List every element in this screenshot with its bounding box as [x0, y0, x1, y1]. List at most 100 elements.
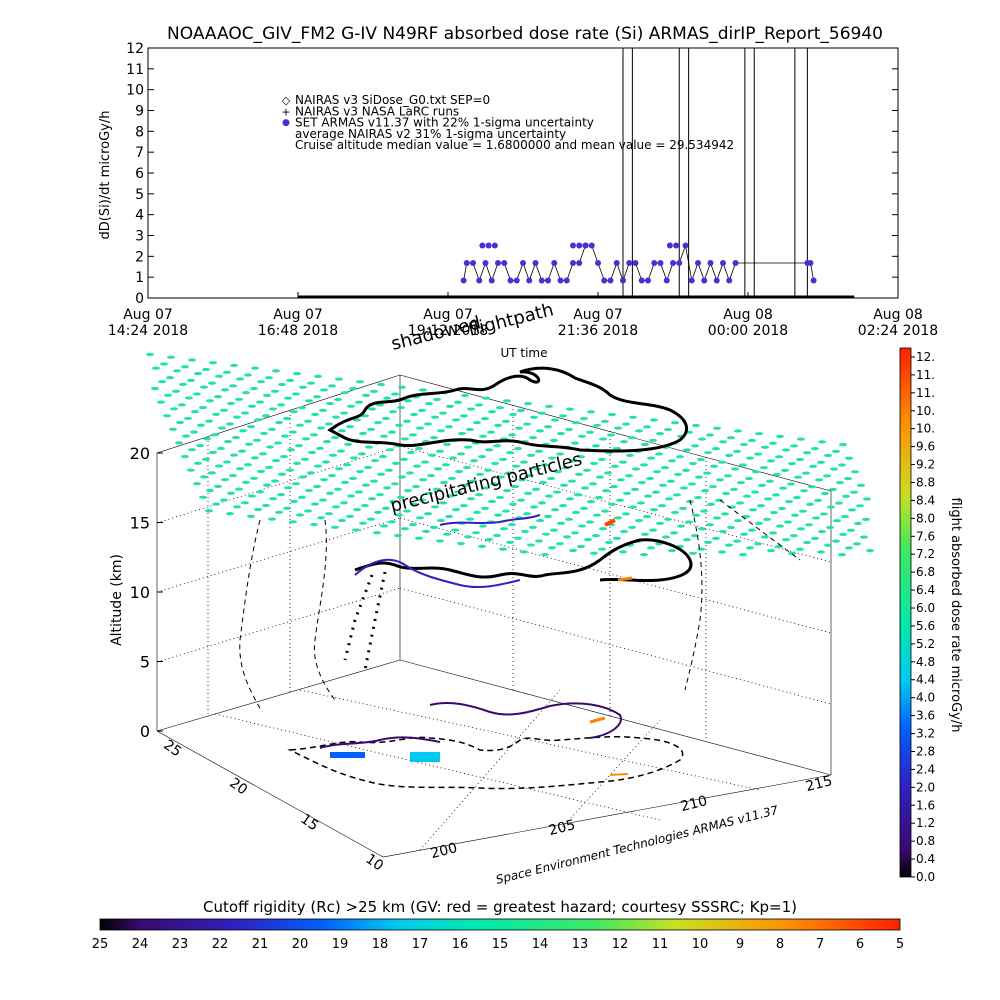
particle-mark [598, 457, 606, 462]
particle-mark [533, 467, 541, 471]
particle-mark [680, 486, 688, 490]
particle-mark [278, 472, 286, 476]
particle-mark [796, 547, 804, 551]
particle-mark [266, 445, 274, 449]
particle-mark [851, 470, 859, 474]
armas-point [670, 260, 676, 266]
particle-mark [358, 452, 366, 456]
rigidity-colorbar-ticks: 25 24 23 22 21 20 19 18 17 16 15 14 13 12 11 10 9 8 7 6 5 [92, 937, 904, 952]
particle-mark [832, 539, 840, 543]
dose-colorbar-tick-label: 12. [916, 350, 935, 364]
particle-mark [809, 464, 817, 468]
particle-mark [346, 425, 354, 429]
altitude-tick-label: 20 [130, 444, 150, 463]
particle-mark [392, 461, 400, 465]
particle-mark [424, 422, 432, 426]
particle-mark [397, 495, 405, 499]
particle-mark [338, 429, 346, 433]
armas-point [501, 260, 508, 266]
particle-mark [236, 377, 244, 381]
particle-mark [617, 478, 625, 482]
particle-mark [409, 433, 417, 437]
particle-mark [209, 450, 217, 455]
flight-path-ground [287, 735, 684, 790]
particle-mark [398, 475, 406, 479]
particle-mark [605, 540, 613, 544]
particle-mark [334, 397, 342, 402]
particle-mark [664, 517, 672, 521]
particle-mark [194, 461, 202, 465]
particle-mark [844, 476, 852, 481]
particle-mark [454, 400, 462, 404]
particle-mark [820, 512, 828, 516]
particle-mark [388, 430, 396, 434]
particle-mark [803, 451, 811, 455]
particle-mark [262, 503, 270, 508]
particle-mark [691, 534, 699, 538]
particle-mark [712, 447, 720, 451]
particle-mark [574, 493, 582, 497]
particle-mark [298, 495, 306, 499]
particle-mark [748, 438, 756, 443]
particle-mark [296, 423, 304, 427]
particle-mark [683, 448, 691, 452]
particle-mark [248, 494, 256, 498]
particle-mark [532, 487, 540, 491]
particle-mark [395, 513, 403, 517]
particle-mark [271, 389, 279, 393]
particle-mark [445, 514, 453, 519]
particle-mark [325, 512, 333, 516]
dose-colorbar-tick-label: 3.6 [916, 709, 935, 723]
particle-mark [652, 490, 660, 494]
particle-mark [424, 512, 432, 516]
particle-mark [790, 444, 798, 448]
particle-mark [220, 408, 228, 412]
particle-mark [413, 464, 421, 468]
particle-mark [370, 479, 378, 483]
flight-path-mid [354, 538, 693, 583]
particle-mark [616, 498, 624, 502]
particle-mark [625, 474, 633, 478]
particle-mark [739, 553, 747, 557]
particle-mark [764, 497, 772, 501]
longitude-tick-label: 215 [804, 773, 834, 795]
particle-mark [382, 506, 390, 510]
particle-mark [571, 531, 579, 535]
particle-mark [299, 475, 307, 479]
particle-mark [607, 433, 615, 437]
particle-mark [733, 449, 741, 453]
particle-mark [469, 479, 477, 483]
particle-mark [313, 484, 321, 489]
particle-mark [557, 521, 565, 525]
particle-mark [200, 385, 208, 389]
particle-mark [557, 431, 565, 436]
armas-point [582, 242, 589, 249]
particle-mark [262, 414, 270, 418]
particle-mark [253, 438, 261, 442]
y-tick-label: 12 [126, 41, 144, 57]
particle-mark [307, 471, 315, 475]
particle-mark [556, 542, 564, 546]
particle-mark [631, 487, 639, 491]
armas-point [701, 277, 708, 284]
particle-mark [226, 512, 234, 516]
particle-mark [230, 453, 238, 457]
particle-mark [575, 472, 583, 476]
particle-mark [271, 479, 279, 483]
particle-mark [778, 506, 786, 511]
rigidity-colorbar-tick-label: 18 [372, 937, 389, 952]
particle-mark [443, 442, 451, 446]
particle-mark [481, 416, 489, 421]
particle-mark [311, 502, 319, 506]
dose-colorbar-tick-label: 0.8 [916, 834, 935, 848]
particle-mark [734, 519, 742, 523]
particle-mark [833, 519, 841, 523]
particle-mark [541, 463, 549, 467]
particle-mark [832, 449, 840, 453]
dose-colorbar-tick-label: 6.0 [916, 601, 935, 615]
particle-mark [529, 436, 537, 440]
particle-mark [830, 467, 838, 471]
particle-mark [679, 506, 687, 511]
particle-mark [581, 486, 589, 490]
